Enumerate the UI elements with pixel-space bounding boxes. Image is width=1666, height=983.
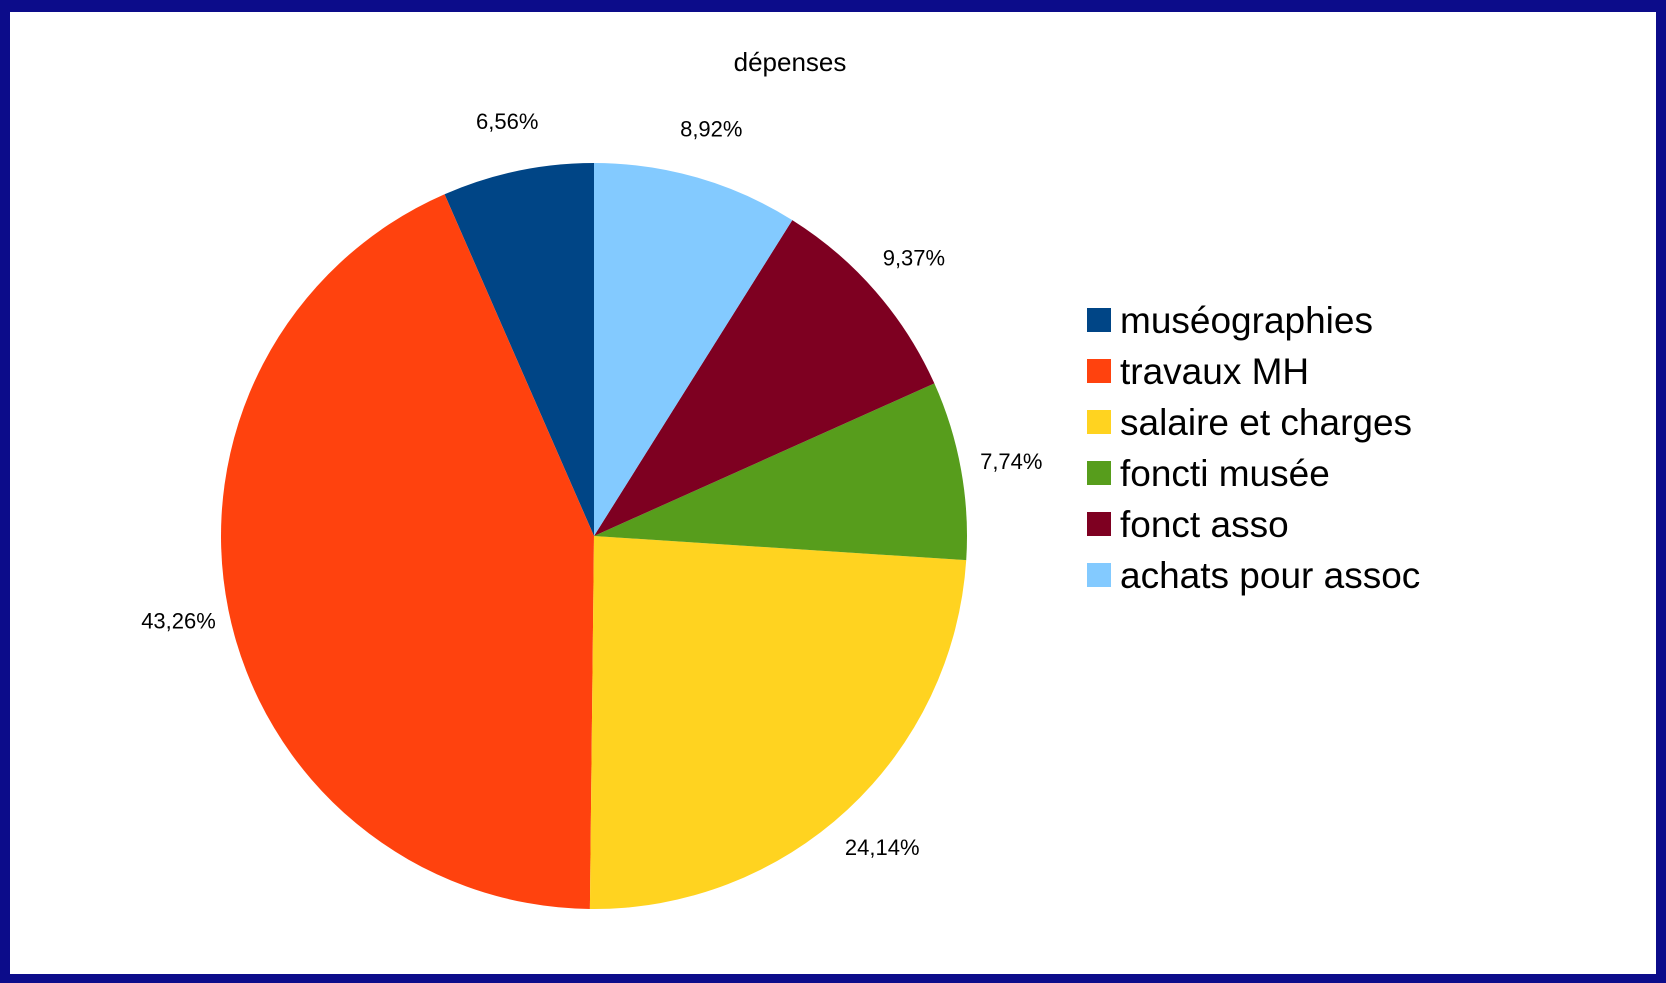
legend-swatch-salaire-et-charges xyxy=(1087,410,1111,434)
chart-title: dépenses xyxy=(734,47,847,77)
legend-swatch-museographies xyxy=(1087,308,1111,332)
legend-label-fonct-asso: fonct asso xyxy=(1120,504,1289,545)
legend-swatch-achats-pour-assoc xyxy=(1087,563,1111,587)
legend-swatch-travaux-mh xyxy=(1087,359,1111,383)
pie-slice-achats-pour-assoc xyxy=(594,163,793,536)
legend-swatch-fonct-asso xyxy=(1087,512,1111,536)
pie-chart: dépenses 6,56% 43,26% 24,14% 7,74% 9,37% 8,92… xyxy=(141,47,1420,909)
legend-label-achats-pour-assoc: achats pour assoc xyxy=(1120,555,1420,596)
pie-slice-salaire-et-charges xyxy=(589,536,967,909)
legend-label-salaire-et-charges: salaire et charges xyxy=(1120,402,1412,443)
data-label-fonct-asso: 9,37% xyxy=(883,246,945,271)
legend-label-foncti-musee: foncti musée xyxy=(1120,453,1330,494)
pie-slice-fonct-asso xyxy=(594,220,935,536)
legend-swatch-foncti-musee xyxy=(1087,461,1111,485)
data-label-achats-pour-assoc: 8,92% xyxy=(680,117,742,142)
data-label-foncti-musee: 7,74% xyxy=(980,449,1042,474)
data-label-salaire-et-charges: 24,14% xyxy=(845,835,920,860)
pie-slice-travaux-mh xyxy=(220,194,594,909)
data-label-travaux-mh: 43,26% xyxy=(141,608,216,633)
chart-frame: dépenses 6,56% 43,26% 24,14% 7,74% 9,37% 8,92… xyxy=(10,12,1656,974)
data-label-museographies: 6,56% xyxy=(476,109,538,134)
pie-slice-foncti-musee xyxy=(594,383,967,561)
legend: muséographies travaux MH salaire et charge… xyxy=(1087,300,1420,596)
pie-slice-museographies xyxy=(444,163,594,536)
legend-label-museographies: muséographies xyxy=(1120,300,1373,341)
slice-labels: 6,56% 43,26% 24,14% 7,74% 9,37% 8,92% xyxy=(141,109,1042,860)
pie-slices xyxy=(220,163,967,909)
legend-label-travaux-mh: travaux MH xyxy=(1120,351,1309,392)
